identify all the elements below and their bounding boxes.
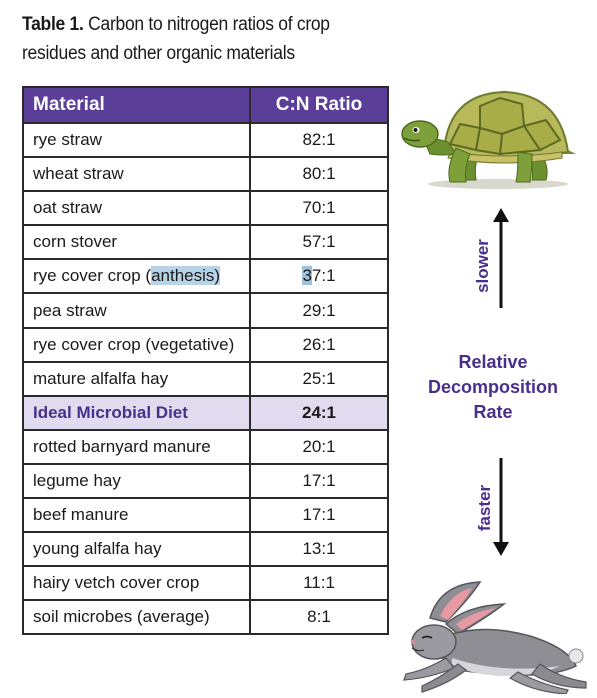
relative-line-3: Rate bbox=[473, 402, 513, 422]
ratio-cell: 26:1 bbox=[249, 326, 389, 363]
material-cell: Ideal Microbial Diet bbox=[22, 394, 251, 431]
table-header-row: Material C:N Ratio bbox=[22, 86, 389, 124]
ratio-cell: 17:1 bbox=[249, 462, 389, 500]
table-row: wheat straw 80:1 bbox=[22, 156, 389, 193]
material-cell[interactable]: rye cover crop (anthesis) bbox=[22, 258, 251, 295]
material-cell: rye straw bbox=[22, 121, 251, 159]
ratio-text: 7:1 bbox=[311, 266, 336, 286]
table-row: soil microbes (average) 8:1 bbox=[22, 599, 389, 636]
ratio-cell[interactable]: 37:1 bbox=[249, 258, 389, 295]
material-cell: mature alfalfa hay bbox=[22, 360, 251, 397]
arrow-down-icon bbox=[493, 458, 509, 556]
ratio-cell: 8:1 bbox=[249, 599, 389, 636]
ratio-cell: 82:1 bbox=[249, 121, 389, 159]
ratio-cell: 25:1 bbox=[249, 360, 389, 397]
material-cell: rye cover crop (vegetative) bbox=[22, 326, 251, 363]
ratio-cell: 57:1 bbox=[249, 224, 389, 261]
tortoise-illustration bbox=[401, 90, 576, 189]
material-cell: oat straw bbox=[22, 190, 251, 227]
arrow-up-icon bbox=[493, 208, 509, 308]
table-row: young alfalfa hay 13:1 bbox=[22, 531, 389, 568]
material-cell: hairy vetch cover crop bbox=[22, 565, 251, 602]
ratio-cell: 20:1 bbox=[249, 428, 389, 465]
material-cell: corn stover bbox=[22, 224, 251, 261]
material-cell: soil microbes (average) bbox=[22, 599, 251, 636]
table-row-selected[interactable]: rye cover crop (anthesis) 37:1 bbox=[22, 258, 389, 295]
material-cell: beef manure bbox=[22, 497, 251, 534]
relative-line-2: Decomposition bbox=[427, 377, 558, 397]
material-text: rye cover crop ( bbox=[33, 266, 152, 286]
table-caption: Table 1. Carbon to nitrogen ratios of cr… bbox=[22, 10, 353, 68]
table-row: rotted barnyard manure 20:1 bbox=[22, 428, 389, 465]
table-row: beef manure 17:1 bbox=[22, 497, 389, 534]
ratio-cell: 29:1 bbox=[249, 292, 389, 329]
table-row: pea straw 29:1 bbox=[22, 292, 389, 329]
header-material: Material bbox=[22, 86, 251, 124]
material-cell: legume hay bbox=[22, 462, 251, 500]
ratio-cell: 80:1 bbox=[249, 156, 389, 193]
table-row: legume hay 17:1 bbox=[22, 462, 389, 500]
table-row: oat straw 70:1 bbox=[22, 190, 389, 227]
material-cell: young alfalfa hay bbox=[22, 531, 251, 568]
table-row: corn stover 57:1 bbox=[22, 224, 389, 261]
caption-text: Carbon to nitrogen ratios of crop residu… bbox=[22, 14, 330, 64]
ratio-cell: 70:1 bbox=[249, 190, 389, 227]
caption-label: Table 1. bbox=[22, 14, 84, 35]
table-row: hairy vetch cover crop 11:1 bbox=[22, 565, 389, 602]
ratio-cell: 13:1 bbox=[249, 531, 389, 568]
table-row-ideal: Ideal Microbial Diet 24:1 bbox=[22, 394, 389, 431]
text-selection-highlight[interactable]: 3 bbox=[302, 266, 312, 286]
table-row: rye straw 82:1 bbox=[22, 121, 389, 159]
table-row: mature alfalfa hay 25:1 bbox=[22, 360, 389, 397]
material-cell: pea straw bbox=[22, 292, 251, 329]
material-cell: rotted barnyard manure bbox=[22, 428, 251, 465]
ratio-cell: 17:1 bbox=[249, 497, 389, 534]
slower-label: slower bbox=[472, 239, 492, 293]
ratio-cell: 11:1 bbox=[249, 565, 389, 602]
material-cell: wheat straw bbox=[22, 156, 251, 193]
header-ratio: C:N Ratio bbox=[249, 86, 389, 124]
ratio-cell: 24:1 bbox=[249, 394, 389, 431]
cn-ratio-table: Material C:N Ratio rye straw 82:1 wheat … bbox=[22, 86, 389, 636]
rabbit-illustration bbox=[403, 581, 587, 694]
text-selection-highlight[interactable]: anthesis) bbox=[151, 266, 221, 286]
table-row: rye cover crop (vegetative) 26:1 bbox=[22, 326, 389, 363]
relative-decomposition-rate-label: Relative Decomposition Rate bbox=[418, 350, 568, 425]
relative-line-1: Relative bbox=[458, 352, 528, 372]
